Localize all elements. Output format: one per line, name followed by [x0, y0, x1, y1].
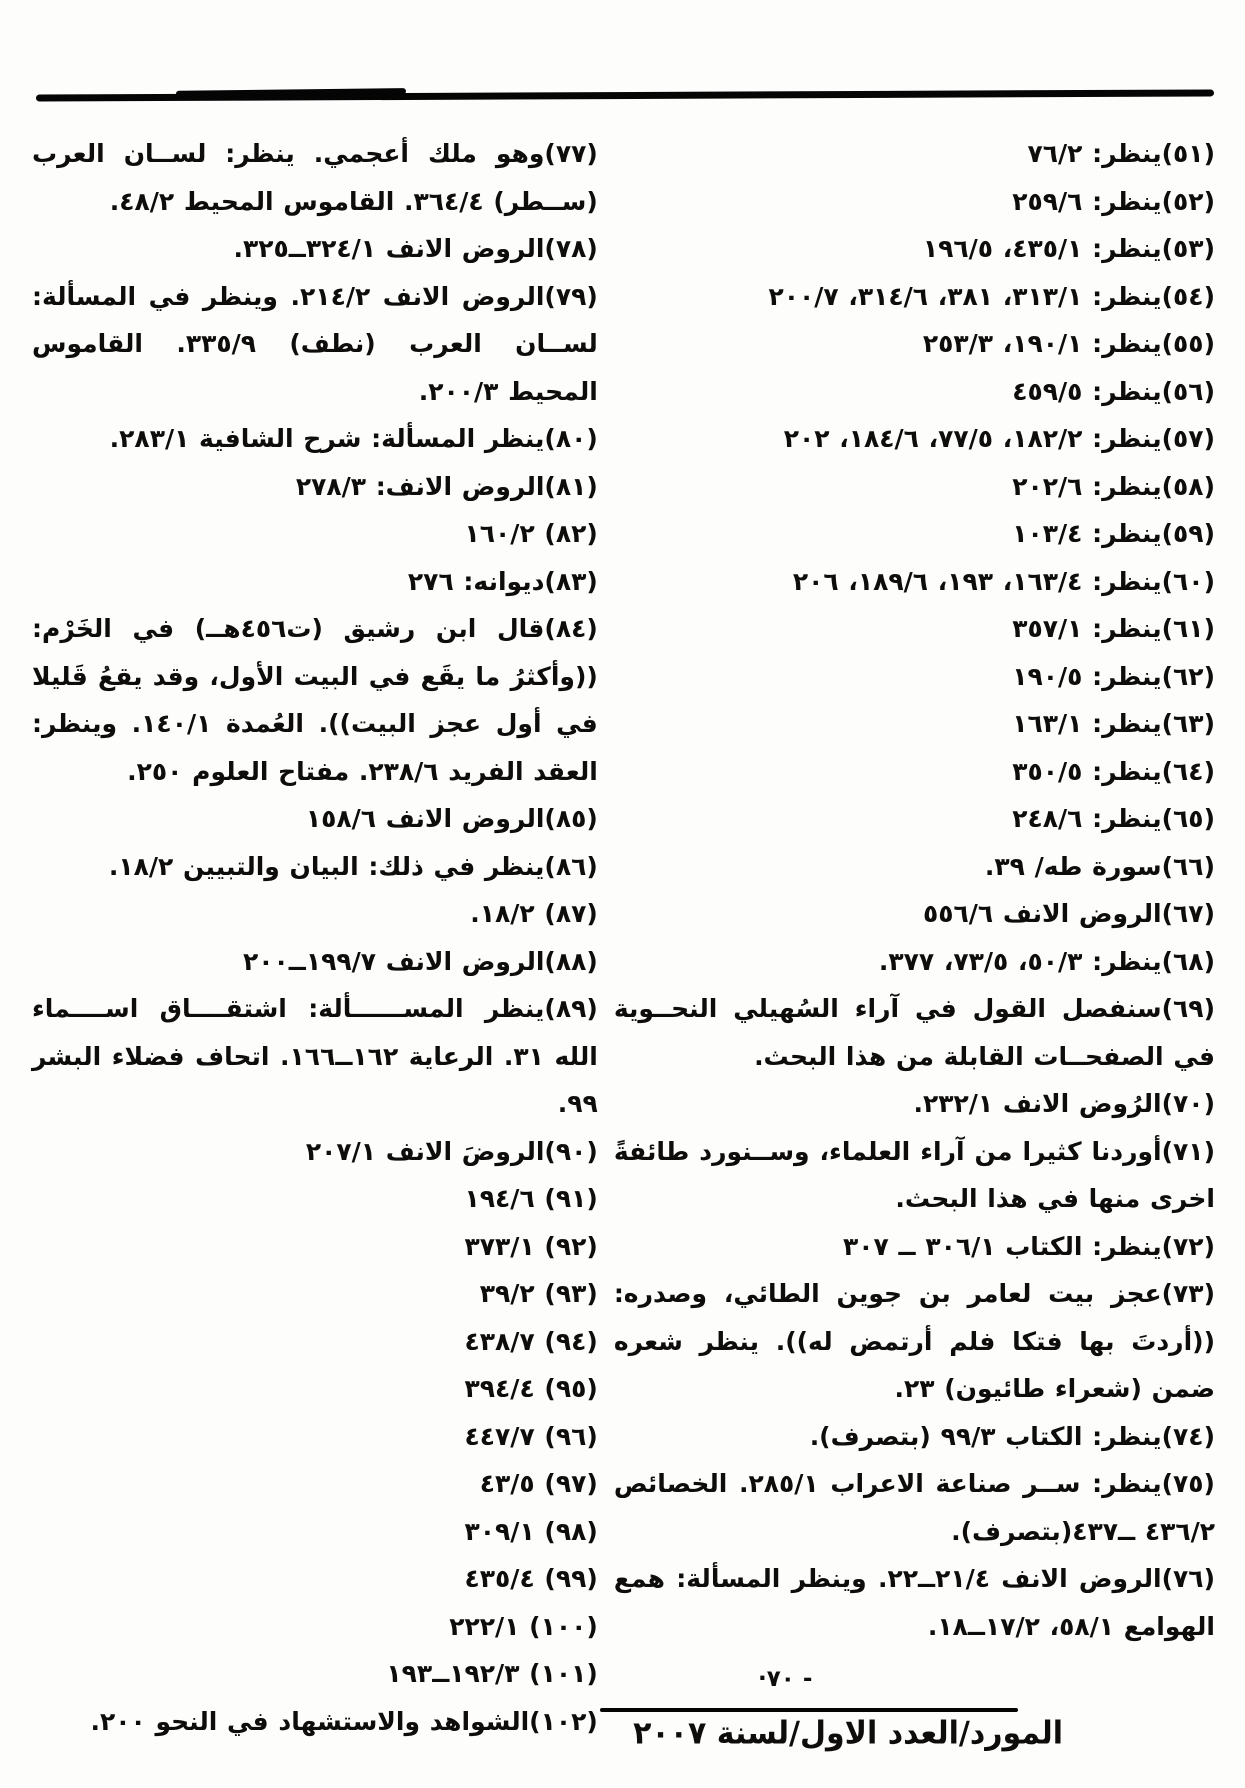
footnote: (٨٧) ١٨/٢.	[470, 899, 598, 928]
footnote: (١٠٢)الشواهد والاستشهاد في النحو ٢٠٠.	[90, 1706, 598, 1736]
footer-rule	[600, 1708, 1018, 1712]
footnote: (٦٦)سورة طه/ ٣٩.	[984, 851, 1215, 881]
footnote: (٧١)أوردنا كثيرا من آراء العلماء، وســنو…	[613, 1136, 1215, 1214]
footnote: (٨٢) ١٦٠/٢	[464, 519, 598, 548]
top-page-rule	[35, 89, 1215, 102]
footnote: (٧٣)عجز بيت لعامر بن جوين الطائي، وصدره:…	[613, 1279, 1215, 1403]
footnote: (٧٢)ينظر: الكتاب ٣٠٦/١ ــ ٣٠٧	[843, 1231, 1215, 1261]
footnote: (٥١)ينظر: ٧٦/٢	[1027, 139, 1215, 168]
footnote: (٥٤)ينظر: ٣١٣/١، ٣٨١، ٣١٤/٦، ٢٠٠/٧	[768, 281, 1216, 311]
footnote: (٩٥) ٣٩٤/٤	[464, 1374, 598, 1403]
footnote: (٥٨)ينظر: ٢٠٢/٦	[1012, 471, 1215, 501]
footnote: (٩٤) ٤٣٨/٧	[464, 1326, 598, 1356]
footnote: (٩١) ١٩٤/٦	[464, 1184, 598, 1213]
footnote: (٦٤)ينظر: ٣٥٠/٥	[1012, 756, 1215, 786]
footnote: (٨٥)الروض الانف ١٥٨/٦	[305, 804, 598, 833]
footnote: (٨٠)ينظر المسألة: شرح الشافية ٢٨٣/١.	[109, 424, 598, 453]
footnote: (٩٠)الروضَ الانف ٢٠٧/١	[305, 1136, 598, 1166]
footnote: (٩٦) ٤٤٧/٧	[464, 1421, 598, 1451]
footnote: (٦٧)الروض الانف ٥٥٦/٦	[923, 899, 1215, 928]
footnote: (٥٩)ينظر: ١٠٣/٤	[1012, 519, 1215, 548]
footnote: (٩٩) ٤٣٥/٤	[464, 1564, 598, 1593]
footnote: (٧٠)الرُوض الانف ٢٣٢/١.	[913, 1089, 1216, 1118]
footnote: (٦٥)ينظر: ٢٤٨/٦	[1012, 804, 1215, 833]
footnote: (٨١)الروض الانف: ٢٧٨/٣	[295, 471, 598, 501]
footnote: (٦٨)ينظر: ٥٠/٣، ٧٣/٥، ٣٧٧.	[878, 946, 1215, 976]
footnotes-column-right: (٥١)ينظر: ٧٦/٢ (٥٢)ينظر: ٢٥٩/٦ (٥٣)ينظر: ٤…	[614, 130, 1215, 1745]
footnote: (٨٣)ديوانه: ٢٧٦	[407, 566, 598, 596]
footnote: (٧٤)ينظر: الكتاب ٩٩/٣ (بتصرف).	[809, 1421, 1215, 1451]
footnote: (٨٦)ينظر في ذلك: البيان والتبيين ١٨/٢.	[108, 851, 598, 881]
footnote: (٧٨)الروض الانف ٣٢٤/١ــ٣٢٥.	[233, 234, 598, 263]
footnote: (٥٣)ينظر: ٤٣٥/١، ١٩٦/٥	[922, 234, 1215, 263]
footnote: (٧٧)وهو ملك أعجمي. ينظر: لســان العرب (س…	[32, 139, 598, 216]
footnote: (٧٩)الروض الانف ٢١٤/٢. وينظر في المسألة:…	[32, 281, 598, 406]
footnote: (٦٩)سنفصل القول في آراء السُهيلي النحــو…	[613, 994, 1215, 1071]
footnote: (٥٦)ينظر: ٤٥٩/٥	[1012, 376, 1215, 406]
journal-issue-line: المورد/العدد الاول/لسنة ٢٠٠٧	[633, 1715, 1063, 1752]
footnote: (٥٥)ينظر: ١٩٠/١، ٢٥٣/٣	[922, 329, 1215, 358]
footnote: (٥٢)ينظر: ٢٥٩/٦	[1012, 186, 1215, 216]
footnotes-area: (٥١)ينظر: ٧٦/٢ (٥٢)ينظر: ٢٥٩/٦ (٥٣)ينظر: ٤…	[32, 130, 1215, 1745]
footnote: (٩٨) ٣٠٩/١	[464, 1516, 598, 1546]
footnote: (٨٨)الروض الانف ١٩٩/٧ــ٢٠٠	[242, 946, 598, 976]
footnote: (٧٥)ينظر: ســر صناعة الاعراب ٢٨٥/١. الخص…	[613, 1469, 1215, 1546]
footnote: (٩٧) ٤٣/٥	[479, 1469, 598, 1498]
footnote: (٦٣)ينظر: ١٦٣/١	[1012, 709, 1215, 738]
page-number: ·٧٠ -	[758, 1666, 813, 1692]
footnote: (٩٣) ٣٩/٢	[479, 1279, 598, 1308]
footnote: (٨٩)ينظر المســــــألة: اشتقــــاق اســـ…	[32, 994, 598, 1118]
footnotes-column-left: (٧٧)وهو ملك أعجمي. ينظر: لســان العرب (س…	[32, 130, 598, 1745]
footnote: (١٠٠) ٢٢٢/١	[449, 1611, 598, 1641]
footnote: (٧٦)الروض الانف ٢١/٤ــ٢٢. وينظر المسألة:…	[613, 1564, 1216, 1641]
footnote: (٦٠)ينظر: ١٦٣/٤، ١٩٣، ١٨٩/٦، ٢٠٦	[792, 566, 1215, 596]
footnote: (١٠١) ١٩٢/٣ــ١٩٣	[386, 1659, 598, 1688]
footnote: (٨٤)قال ابن رشيق (ت٤٥٦هــ) في الخَرْم: (…	[32, 614, 598, 786]
footnote: (٩٢) ٣٧٣/١	[464, 1231, 598, 1261]
footnote: (٥٧)ينظر: ١٨٢/٢، ٧٧/٥، ١٨٤/٦، ٢٠٢	[783, 424, 1215, 453]
footnote: (٦٢)ينظر: ١٩٠/٥	[1012, 661, 1215, 691]
footnote: (٦١)ينظر: ٣٥٧/١	[1012, 614, 1215, 643]
